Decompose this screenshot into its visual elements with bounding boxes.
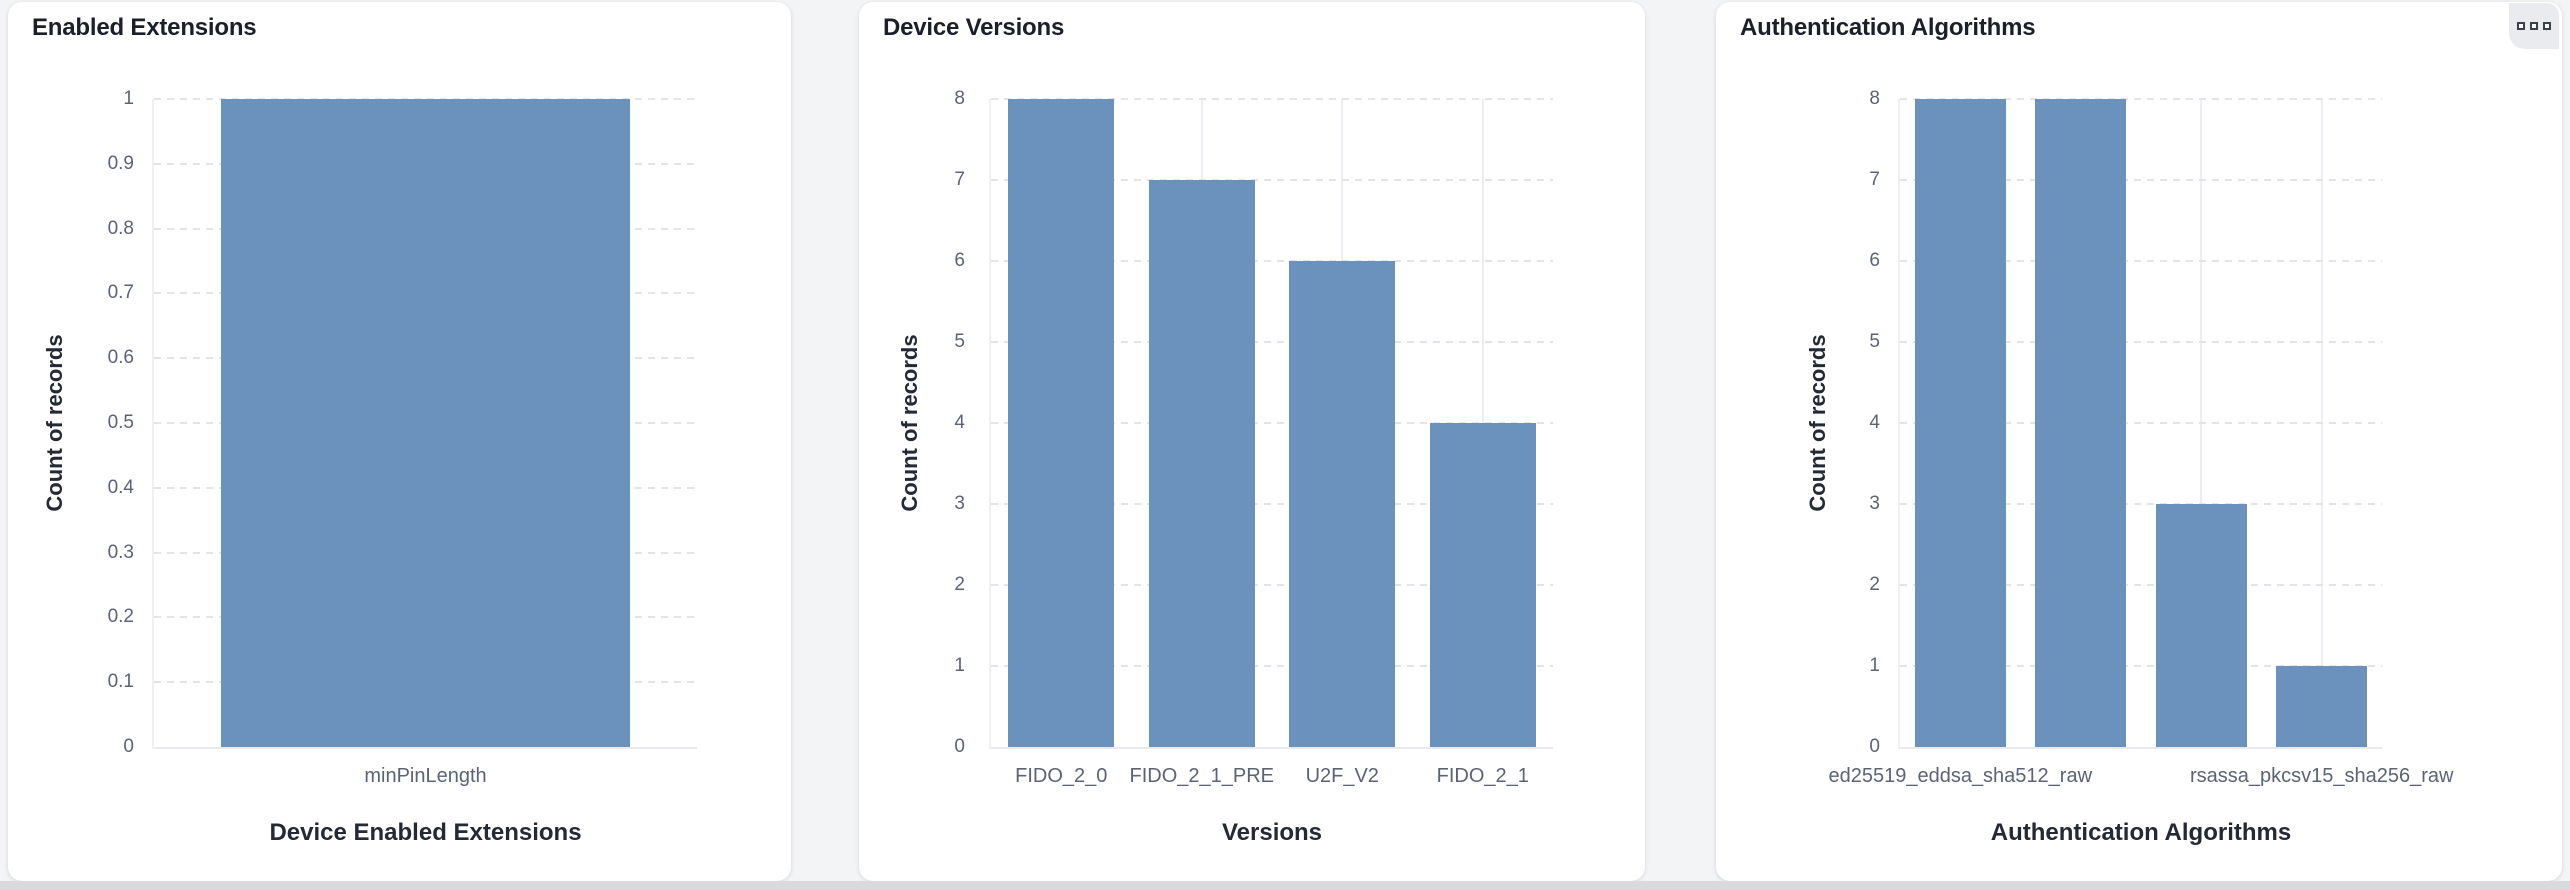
panel-menu-icon[interactable] xyxy=(2509,3,2559,49)
bar[interactable] xyxy=(1008,99,1115,747)
y-axis-tick-label: 0 xyxy=(1869,736,1880,757)
y-axis-tick-label: 8 xyxy=(1869,88,1880,109)
y-axis-tick-label: 8 xyxy=(954,88,965,109)
bar[interactable] xyxy=(2276,666,2368,747)
x-gridline xyxy=(1900,341,2382,343)
x-gridline xyxy=(991,179,1553,181)
x-axis-tick-label: U2F_V2 xyxy=(1305,765,1379,787)
y-axis-tick-label: 0.7 xyxy=(107,282,134,304)
y-axis-tick-label: 1 xyxy=(954,655,965,676)
x-axis-title: Versions xyxy=(1221,819,1323,846)
y-axis-tick-label: 2 xyxy=(954,574,965,595)
y-axis-tick-label: 0.5 xyxy=(107,412,134,433)
y-axis-tick-label: 3 xyxy=(1869,493,1880,514)
y-axis-tick-label: 7 xyxy=(1869,169,1880,190)
card-title: Authentication Algorithms xyxy=(1740,14,2036,41)
y-axis-tick-label: 4 xyxy=(1869,412,1880,433)
y-axis-tick-label: 1 xyxy=(123,88,134,109)
x-axis-title: Authentication Algorithms xyxy=(1990,819,2292,846)
y-axis-tick-label: 0.2 xyxy=(107,606,134,628)
y-axis-tick-label: 6 xyxy=(1869,250,1880,271)
chart-card-enabled-extensions: Enabled Extensions 0 0.1 0.2 0.3 0.4 0.5 0.6 0.… xyxy=(8,2,791,881)
y-axis-tick-label: 7 xyxy=(954,169,965,190)
bar[interactable] xyxy=(2155,504,2247,747)
bar[interactable] xyxy=(1429,423,1536,747)
x-axis-title: Device Enabled Extensions xyxy=(269,819,582,846)
x-axis-line xyxy=(991,747,1553,749)
x-gridline xyxy=(991,422,1553,424)
x-gridline xyxy=(991,665,1553,667)
y-axis-line xyxy=(152,99,154,749)
y-axis-tick-label: 0 xyxy=(123,736,134,757)
x-axis-tick-label: minPinLength xyxy=(364,765,487,787)
y-axis-title: Count of records xyxy=(1805,334,1830,512)
x-axis-tick-label: FIDO_2_1 xyxy=(1436,765,1529,787)
card-title: Enabled Extensions xyxy=(32,14,257,41)
chart-card-authentication-algorithms: Authentication Algorithms 0 1 2 3 4 5 6 7 8 ed255… xyxy=(1716,2,2562,881)
y-axis-tick-label: 0.3 xyxy=(107,541,134,563)
x-gridline xyxy=(1900,503,2382,505)
y-axis-tick-label: 0.8 xyxy=(107,217,134,239)
x-gridline xyxy=(1900,179,2382,181)
y-axis-tick-label: 0 xyxy=(954,736,965,757)
y-axis-tick-label: 0.4 xyxy=(107,476,134,498)
y-axis-line xyxy=(989,99,991,749)
y-axis-tick-label: 3 xyxy=(954,493,965,514)
x-gridline xyxy=(991,341,1553,343)
x-axis-tick-label: ed25519_eddsa_sha512_raw xyxy=(1828,765,2093,787)
page-bottom-strip xyxy=(0,881,2570,890)
x-gridline xyxy=(1900,98,2382,100)
chart-card-device-versions: Device Versions 0 1 2 3 4 5 6 7 8 FIDO_2_0 FIDO_2_… xyxy=(859,2,1645,881)
y-axis-tick-label: 4 xyxy=(954,412,965,433)
bar[interactable] xyxy=(221,99,630,747)
y-axis-tick-label: 5 xyxy=(1869,331,1880,352)
y-axis-tick-label: 5 xyxy=(954,331,965,352)
x-gridline xyxy=(1900,584,2382,586)
y-axis-tick-label: 0.1 xyxy=(107,671,134,693)
square-glyph xyxy=(2543,22,2551,30)
x-gridline xyxy=(991,260,1553,262)
bar-chart-enabled-extensions: 0 0.1 0.2 0.3 0.4 0.5 0.6 0.7 0.8 0.9 1 minPinLengt… xyxy=(8,2,791,881)
card-title: Device Versions xyxy=(883,14,1065,41)
y-axis-tick-label: 0.6 xyxy=(107,347,134,369)
y-axis-tick-label: 0.9 xyxy=(107,152,134,174)
square-glyph xyxy=(2530,22,2538,30)
bar[interactable] xyxy=(1289,261,1396,747)
x-gridline xyxy=(1900,260,2382,262)
x-gridline xyxy=(991,98,1553,100)
y-axis-tick-label: 2 xyxy=(1869,574,1880,595)
y-axis-title: Count of records xyxy=(42,334,67,512)
y-axis-title: Count of records xyxy=(897,334,922,512)
bar-chart-device-versions: 0 1 2 3 4 5 6 7 8 FIDO_2_0 FIDO_2_1_PRE U2F_V2 FIDO_… xyxy=(859,2,1645,881)
x-axis-tick-label: rsassa_pkcsv15_sha256_raw xyxy=(2190,765,2454,787)
y-axis-tick-label: 6 xyxy=(954,250,965,271)
bar[interactable] xyxy=(1914,99,2006,747)
square-glyph xyxy=(2517,22,2525,30)
bar[interactable] xyxy=(2035,99,2127,747)
x-gridline xyxy=(1900,422,2382,424)
x-axis-tick-label: FIDO_2_1_PRE xyxy=(1129,765,1275,787)
x-axis-line xyxy=(1900,747,2382,749)
bar-chart-authentication-algorithms: 0 1 2 3 4 5 6 7 8 ed25519_eddsa_sha512_raw rsassa_… xyxy=(1716,2,2562,881)
bar[interactable] xyxy=(1148,180,1255,747)
x-gridline xyxy=(991,503,1553,505)
x-axis-line xyxy=(154,747,697,749)
x-gridline xyxy=(1900,665,2382,667)
x-gridline xyxy=(991,584,1553,586)
y-axis-tick-label: 1 xyxy=(1869,655,1880,676)
x-axis-tick-label: FIDO_2_0 xyxy=(1015,765,1108,787)
y-axis-line xyxy=(1898,99,1900,749)
